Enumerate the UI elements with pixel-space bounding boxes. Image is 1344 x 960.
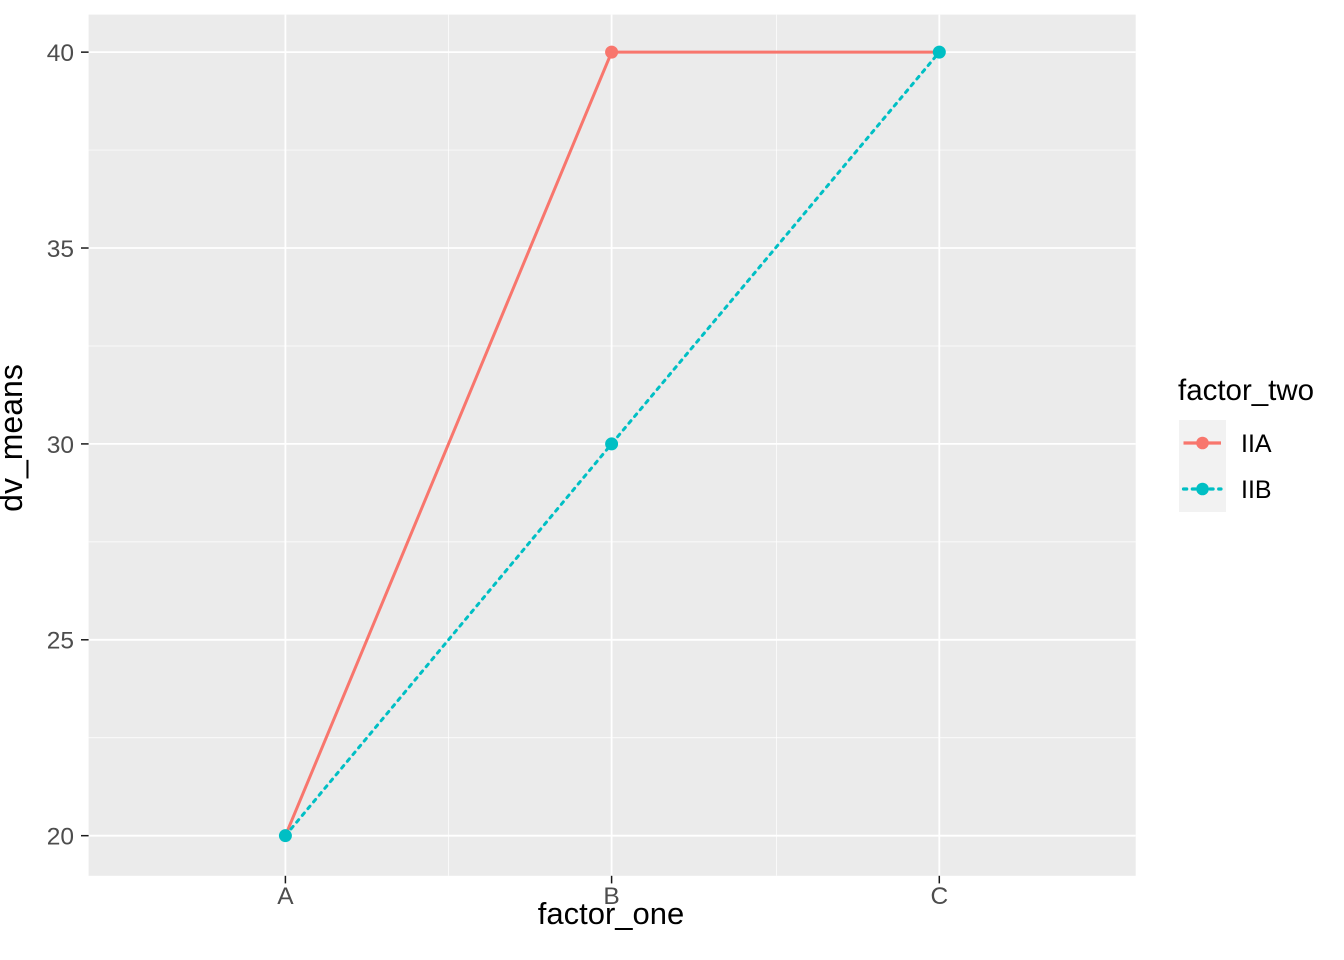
svg-text:factor_two: factor_two xyxy=(1178,374,1314,407)
svg-text:IIA: IIA xyxy=(1241,430,1272,458)
svg-text:40: 40 xyxy=(47,40,74,67)
svg-text:A: A xyxy=(277,883,294,910)
svg-text:30: 30 xyxy=(47,432,74,459)
svg-text:C: C xyxy=(930,883,948,910)
svg-text:25: 25 xyxy=(47,628,74,655)
svg-text:35: 35 xyxy=(47,236,74,263)
svg-text:factor_one: factor_one xyxy=(538,896,685,931)
svg-text:20: 20 xyxy=(47,824,74,851)
svg-text:dv_means: dv_means xyxy=(0,364,29,512)
svg-text:IIB: IIB xyxy=(1241,476,1272,504)
